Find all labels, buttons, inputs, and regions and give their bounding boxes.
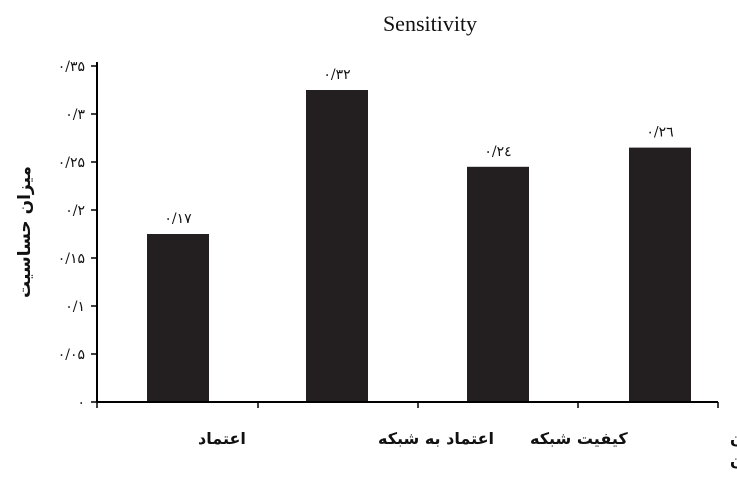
chart-title: Sensitivity	[383, 11, 477, 36]
x-category-label: کیفیت شبکه	[530, 429, 628, 448]
bar-1	[147, 234, 209, 402]
y-tick-label: ۰/۲۵	[58, 155, 85, 171]
x-category-label: شهروندان	[730, 451, 737, 470]
y-tick-label: ۰/۱	[65, 299, 85, 315]
bar-4	[629, 147, 691, 402]
x-category-label: اعتماد به شبکه	[378, 429, 494, 448]
data-label: ۰/۲٦	[646, 125, 673, 141]
y-axis-label: میزان حساسیت	[15, 166, 35, 298]
y-tick-label: ۰/۱۵	[58, 251, 85, 267]
y-tick-label: ۰/۳	[65, 107, 85, 123]
y-tick-label: ۰/۳۵	[58, 59, 85, 75]
bar-3	[467, 166, 529, 402]
y-tick-label: ۰/۲	[65, 203, 85, 219]
data-label: ۰/۲٤	[484, 144, 511, 160]
data-label: ۰/۳۲	[323, 67, 350, 83]
x-category-label: ویژگی شهروندان	[730, 429, 737, 448]
y-tick-label: ۰	[77, 395, 85, 411]
x-category-label: اعتماد	[198, 429, 246, 448]
bar-2	[306, 90, 368, 402]
data-label: ۰/۱۷	[164, 211, 192, 227]
y-tick-label: ۰/۰۵	[58, 347, 85, 363]
